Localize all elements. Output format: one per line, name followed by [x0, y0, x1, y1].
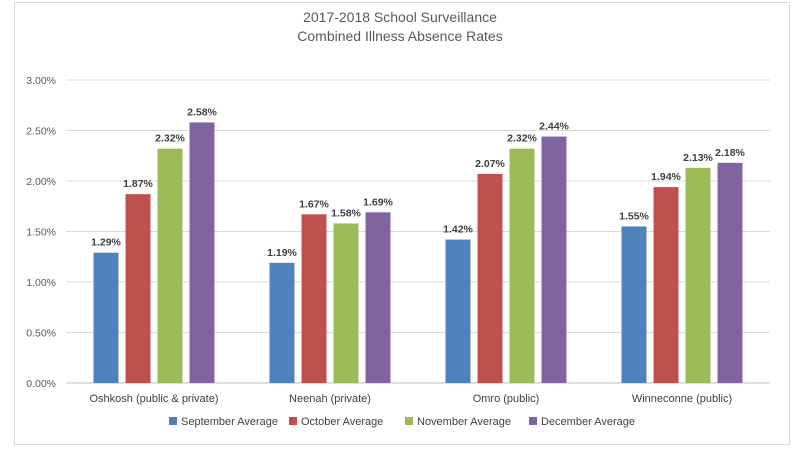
data-label: 2.18%: [715, 147, 745, 159]
bar: [365, 212, 391, 383]
legend-swatch: [169, 417, 177, 425]
y-tick-label: 3.00%: [26, 75, 56, 87]
y-tick-label: 2.00%: [26, 176, 56, 188]
legend-swatch: [289, 417, 297, 425]
bar: [509, 148, 535, 383]
x-category-label: Neenah (private): [289, 393, 371, 405]
bar: [125, 194, 151, 383]
bar: [301, 214, 327, 383]
bar: [685, 167, 711, 383]
data-label: 1.67%: [299, 198, 329, 210]
x-category-label: Winneconne (public): [632, 393, 732, 405]
legend-label: October Average: [301, 416, 383, 428]
y-tick-label: 1.50%: [26, 227, 56, 239]
x-category-label: Oshkosh (public & private): [90, 393, 219, 405]
x-category-label: Omro (public): [473, 393, 540, 405]
bar: [269, 262, 295, 383]
data-label: 1.19%: [267, 247, 297, 259]
bar: [157, 148, 183, 383]
legend-label: September Average: [181, 416, 278, 428]
bar: [477, 173, 503, 383]
data-label: 2.58%: [187, 106, 217, 118]
legend-swatch: [405, 417, 413, 425]
bar: [653, 187, 679, 383]
data-label: 1.87%: [123, 178, 153, 190]
bar: [189, 122, 215, 384]
legend-swatch: [529, 417, 537, 425]
data-label: 2.32%: [507, 133, 537, 145]
legend-label: December Average: [541, 416, 635, 428]
data-label: 1.55%: [619, 210, 649, 222]
data-label: 1.29%: [91, 237, 121, 249]
y-tick-label: 2.50%: [26, 126, 56, 138]
data-label: 2.07%: [475, 158, 505, 170]
bar: [445, 239, 471, 383]
bar: [333, 223, 359, 383]
data-label: 2.32%: [155, 133, 185, 145]
legend-label: November Average: [417, 416, 511, 428]
data-label: 2.13%: [683, 152, 713, 164]
data-label: 1.58%: [331, 207, 361, 219]
chart-title: 2017-2018 School Surveillance: [303, 9, 497, 25]
bar: [621, 226, 647, 383]
data-label: 1.69%: [363, 196, 393, 208]
bar: [541, 136, 567, 383]
chart-subtitle: Combined Illness Absence Rates: [297, 28, 503, 44]
bar: [717, 162, 743, 383]
y-tick-label: 0.50%: [26, 328, 56, 340]
y-tick-label: 0.00%: [26, 378, 56, 390]
y-tick-label: 1.00%: [26, 277, 56, 289]
chart-title-block: 2017-2018 School Surveillance Combined I…: [0, 8, 800, 46]
data-label: 2.44%: [539, 121, 569, 133]
bar: [93, 252, 119, 383]
data-label: 1.42%: [443, 224, 473, 236]
data-label: 1.94%: [651, 171, 681, 183]
